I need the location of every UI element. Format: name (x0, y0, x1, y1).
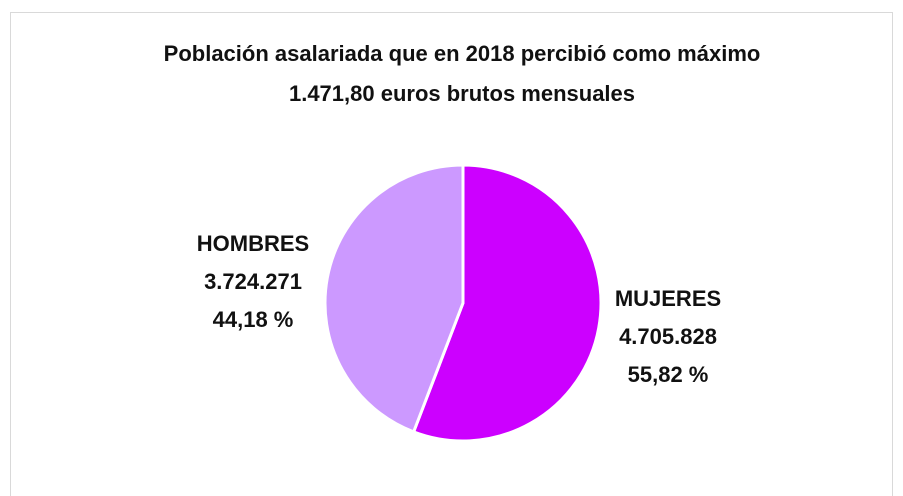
slice-label: MUJERES (615, 286, 721, 311)
chart-title: Población asalariada que en 2018 percibi… (164, 41, 761, 66)
percentage-label: 44,18 % (213, 307, 294, 332)
value-label: 4.705.828 (619, 324, 717, 349)
value-label: 3.724.271 (204, 269, 302, 294)
pie-slice (411, 163, 603, 443)
percentage-label: 55,82 % (628, 362, 709, 387)
slice-label: HOMBRES (197, 231, 309, 256)
chart-title: 1.471,80 euros brutos mensuales (289, 81, 635, 106)
pie-slice (323, 163, 465, 434)
